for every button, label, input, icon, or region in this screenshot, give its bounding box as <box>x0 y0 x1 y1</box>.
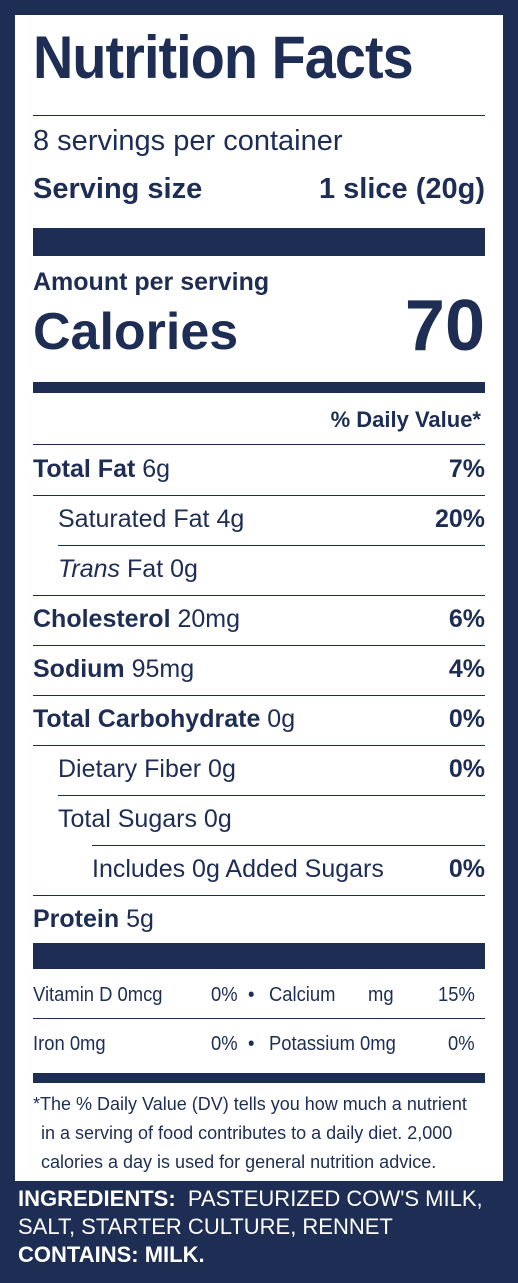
divider <box>33 745 485 746</box>
nutrient-saturated-fat: Saturated Fat 4g <box>58 505 245 533</box>
dv-total-fat: 7% <box>448 455 485 483</box>
bullet: • <box>248 984 255 1006</box>
divider <box>92 845 485 846</box>
divider <box>33 1018 485 1019</box>
ingredients-value: PASTEURIZED COW'S MILK, <box>187 1186 483 1211</box>
serving-size-label: Serving size <box>33 173 203 205</box>
micro-potassium-dv: 0% <box>448 1033 475 1055</box>
divider <box>58 545 485 546</box>
dv-cholesterol: 6% <box>448 605 485 633</box>
micro-potassium: Potassium 0mg <box>269 1033 396 1055</box>
micro-calcium-dv: 15% <box>438 984 475 1006</box>
ingredients-block: INGREDIENTS: PASTEURIZED COW'S MILK, SAL… <box>18 1185 508 1269</box>
nutrient-total-carbohydrate: Total Carbohydrate 0g <box>33 705 296 733</box>
ingredients-line: INGREDIENTS: PASTEURIZED COW'S MILK, <box>18 1185 508 1213</box>
divider <box>33 695 485 696</box>
dv-dietary-fiber: 0% <box>448 755 485 783</box>
bullet: • <box>248 1033 255 1055</box>
divider <box>33 444 485 445</box>
ingredients-value-line2: SALT, STARTER CULTURE, RENNET <box>18 1214 393 1239</box>
nutrient-sodium: Sodium 95mg <box>33 655 195 683</box>
dv-added-sugars: 0% <box>448 855 485 883</box>
micro-iron-dv: 0% <box>211 1033 238 1055</box>
nutrient-added-sugars: Includes 0g Added Sugars <box>92 855 384 883</box>
micro-vitamin-d: Vitamin D 0mcg <box>33 984 163 1006</box>
calories-label: Calories <box>33 303 239 361</box>
footnote-line: in a serving of food contributes to a da… <box>41 1123 453 1143</box>
divider <box>33 115 485 116</box>
nutrient-total-sugars: Total Sugars 0g <box>58 805 232 833</box>
label-title: Nutrition Facts <box>33 24 414 91</box>
daily-value-header: % Daily Value* <box>330 407 481 432</box>
divider <box>33 895 485 896</box>
footnote-line: calories a day is used for general nutri… <box>41 1152 437 1172</box>
medium-bar <box>33 1073 485 1083</box>
medium-bar <box>33 382 485 393</box>
footnote-line: *The % Daily Value (DV) tells you how mu… <box>33 1094 467 1114</box>
micro-iron: Iron 0mg <box>33 1033 106 1055</box>
micro-calcium: Calcium <box>269 984 336 1006</box>
ingredients-label: INGREDIENTS: <box>18 1186 176 1211</box>
serving-size-value: 1 slice (20g) <box>318 173 485 205</box>
micro-calcium-unit: mg <box>368 984 394 1006</box>
dv-sodium: 4% <box>448 655 485 683</box>
nutrient-cholesterol: Cholesterol 20mg <box>33 605 241 633</box>
dv-saturated-fat: 20% <box>434 505 485 533</box>
micro-vitamin-d-dv: 0% <box>211 984 238 1006</box>
nutrient-protein: Protein 5g <box>33 905 154 933</box>
thick-bar <box>33 228 485 256</box>
servings-per-container: 8 servings per container <box>33 125 343 157</box>
dv-total-carbohydrate: 0% <box>448 705 485 733</box>
nutrient-total-fat: Total Fat 6g <box>33 455 171 483</box>
contains-label: CONTAINS: MILK. <box>18 1242 205 1267</box>
amount-per-serving: Amount per serving <box>33 268 270 296</box>
calories-value: 70 <box>404 286 485 366</box>
nutrient-trans-fat: Trans Fat 0g <box>58 555 198 583</box>
divider <box>33 495 485 496</box>
divider <box>33 595 485 596</box>
nutrition-facts-panel: Nutrition Facts 8 servings per container… <box>15 15 503 1181</box>
divider <box>58 795 485 796</box>
nutrient-dietary-fiber: Dietary Fiber 0g <box>58 755 236 783</box>
divider <box>33 645 485 646</box>
thick-bar <box>33 943 485 969</box>
